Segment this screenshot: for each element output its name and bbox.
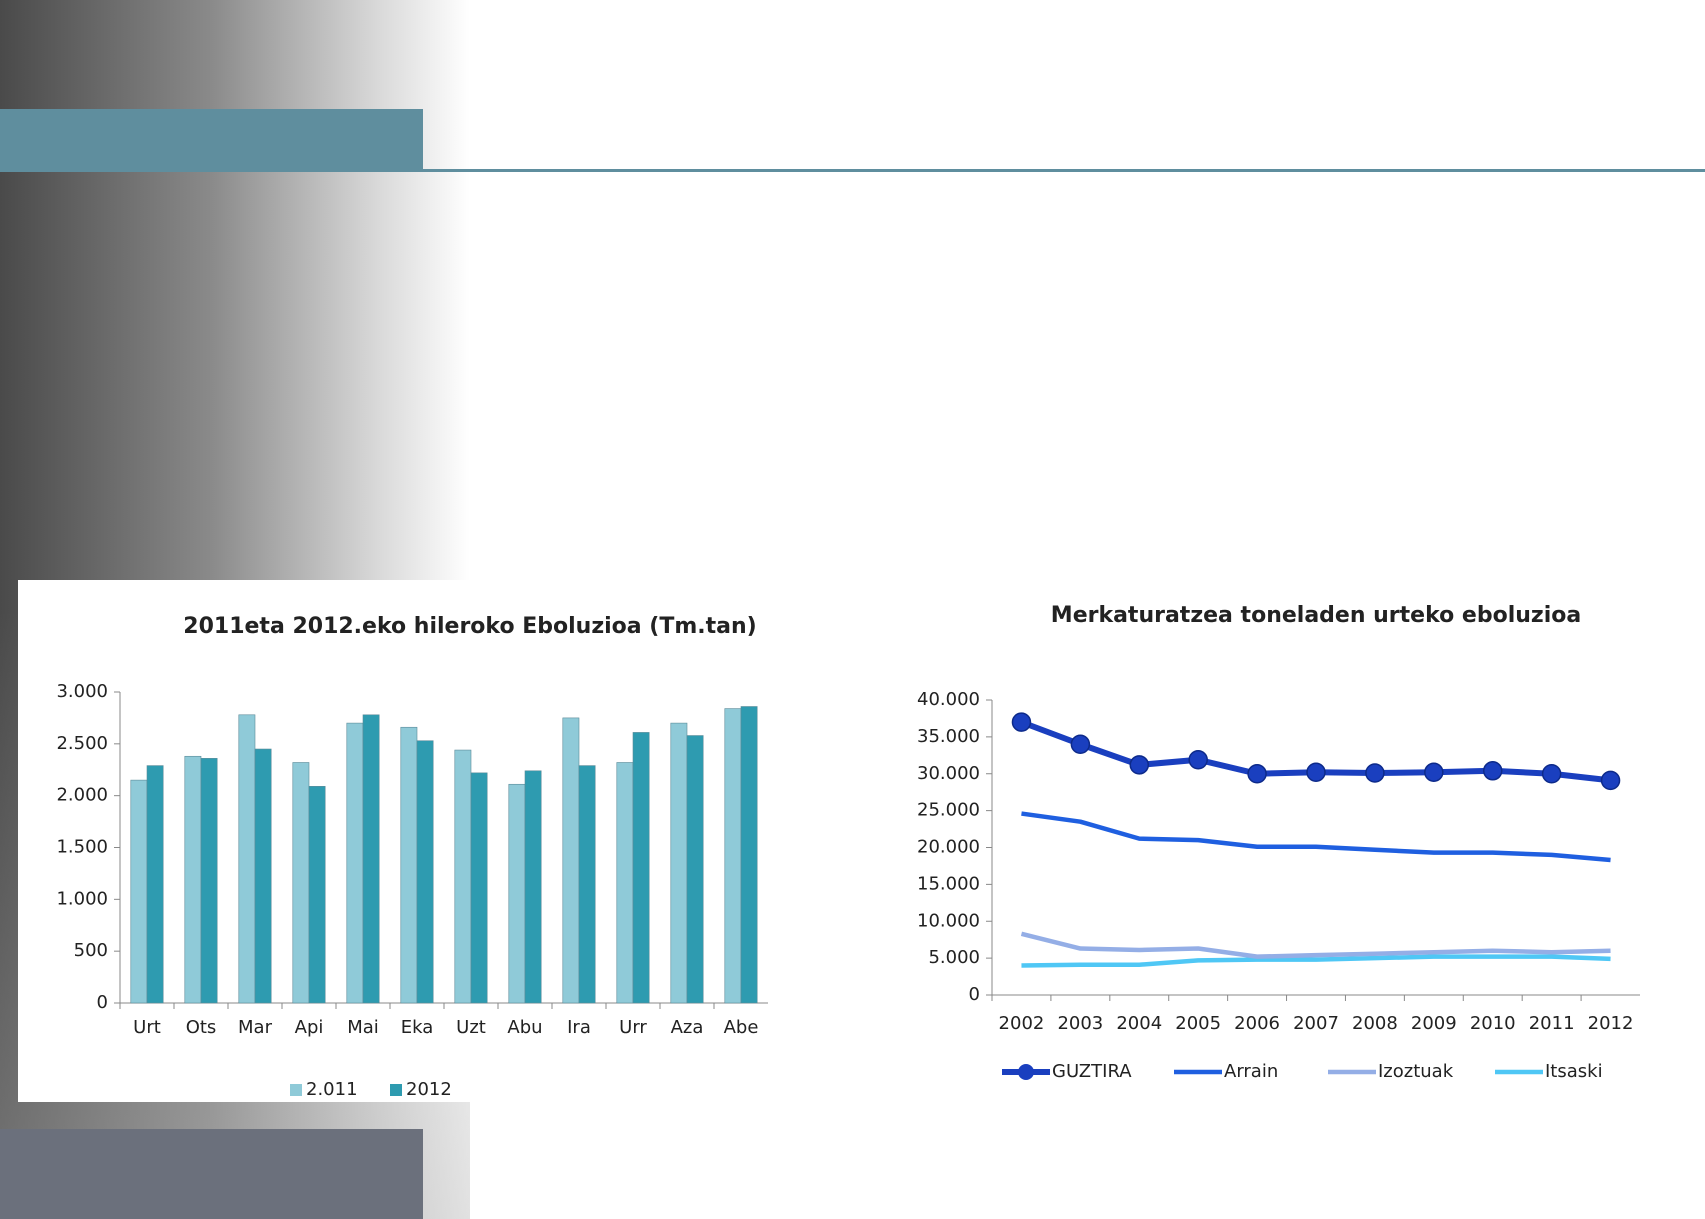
bar [578, 765, 596, 1004]
line-marker [1541, 764, 1562, 784]
x-tick-label: 2005 [1175, 1013, 1221, 1034]
x-tick-label: 2007 [1293, 1013, 1339, 1034]
x-tick-label: Eka [401, 1017, 434, 1038]
bar [400, 726, 418, 1004]
footer-band [0, 1129, 423, 1219]
x-tick-label: Mar [238, 1017, 273, 1038]
y-tick-label: 10.000 [917, 910, 980, 931]
bar [254, 748, 272, 1004]
y-tick-label: 0 [97, 992, 108, 1013]
y-tick-label: 5.000 [928, 947, 980, 968]
line-marker [1129, 755, 1150, 775]
y-tick-label: 15.000 [917, 873, 980, 894]
x-tick-label: 2012 [1588, 1013, 1634, 1034]
x-tick-label: Aza [671, 1017, 704, 1038]
bar [686, 735, 704, 1004]
bar [470, 772, 488, 1004]
line-marker [1424, 762, 1444, 783]
y-tick-label: 30.000 [917, 763, 980, 784]
y-tick-label: 500 [74, 940, 108, 961]
x-tick-label: 2003 [1057, 1013, 1103, 1034]
legend-label: 2.011 [306, 1079, 358, 1100]
y-tick-label: 2.500 [56, 733, 108, 754]
legend-label: Arrain [1224, 1061, 1278, 1082]
legend-swatch [390, 1084, 402, 1096]
line-marker [1011, 712, 1032, 732]
bar [740, 706, 758, 1004]
x-tick-label: Mai [347, 1017, 379, 1038]
x-tick-label: Abe [724, 1017, 759, 1038]
bar [346, 722, 364, 1004]
legend-marker [1018, 1064, 1034, 1080]
bar [562, 717, 580, 1004]
bar [292, 762, 310, 1004]
bar [308, 786, 326, 1004]
header-rule [423, 169, 1705, 172]
x-tick-label: Urr [619, 1017, 647, 1038]
line-marker [1070, 734, 1091, 754]
x-tick-label: 2002 [999, 1013, 1045, 1034]
x-tick-label: Ots [186, 1017, 217, 1038]
y-tick-label: 25.000 [917, 800, 980, 821]
bar [416, 740, 434, 1004]
line-marker [1365, 763, 1385, 783]
line-marker [1306, 762, 1326, 783]
x-tick-label: 2008 [1352, 1013, 1398, 1034]
bar [184, 755, 202, 1004]
bar [508, 783, 526, 1004]
legend-swatch [290, 1084, 302, 1096]
legend-label: GUZTIRA [1052, 1061, 1132, 1082]
bar [130, 779, 148, 1004]
line-series [1021, 954, 1611, 968]
y-tick-label: 3.000 [56, 681, 108, 702]
line-series [1020, 931, 1611, 959]
header-band [0, 109, 423, 172]
y-tick-label: 20.000 [917, 837, 980, 858]
line-marker [1188, 749, 1208, 770]
bar [724, 708, 742, 1004]
legend-label: Izoztuak [1378, 1061, 1454, 1082]
y-tick-label: 0 [969, 984, 980, 1005]
x-tick-label: Abu [507, 1017, 542, 1038]
bar [616, 762, 634, 1004]
x-tick-label: Api [295, 1017, 324, 1038]
x-tick-label: 2004 [1116, 1013, 1162, 1034]
bar [632, 732, 650, 1004]
line-marker [1600, 770, 1621, 791]
line-marker [1247, 764, 1267, 784]
x-tick-label: 2011 [1529, 1013, 1575, 1034]
chart-title: Merkaturatzea toneladen urteko eboluzioa [1051, 603, 1581, 628]
chart-title: 2011eta 2012.eko hileroko Eboluzioa (Tm.… [183, 614, 756, 639]
x-tick-label: 2006 [1234, 1013, 1280, 1034]
bar [200, 758, 218, 1004]
x-tick-label: 2010 [1470, 1013, 1516, 1034]
x-tick-label: 2009 [1411, 1013, 1457, 1034]
x-tick-label: Urt [133, 1017, 161, 1038]
bar [362, 714, 380, 1004]
y-tick-label: 40.000 [917, 689, 980, 710]
line-series [1021, 811, 1611, 863]
legend-label: Itsaski [1545, 1061, 1603, 1082]
bar [146, 765, 164, 1004]
x-tick-label: Ira [567, 1017, 591, 1038]
bar [524, 770, 542, 1004]
y-tick-label: 2.000 [56, 785, 108, 806]
y-tick-label: 1.000 [56, 888, 108, 909]
line-marker [1482, 761, 1503, 781]
bar [670, 722, 688, 1004]
y-tick-label: 1.500 [56, 837, 108, 858]
legend-label: 2012 [406, 1079, 452, 1100]
x-tick-label: Uzt [456, 1017, 486, 1038]
bar [454, 749, 472, 1004]
y-tick-label: 35.000 [917, 726, 980, 747]
bar [238, 714, 256, 1004]
